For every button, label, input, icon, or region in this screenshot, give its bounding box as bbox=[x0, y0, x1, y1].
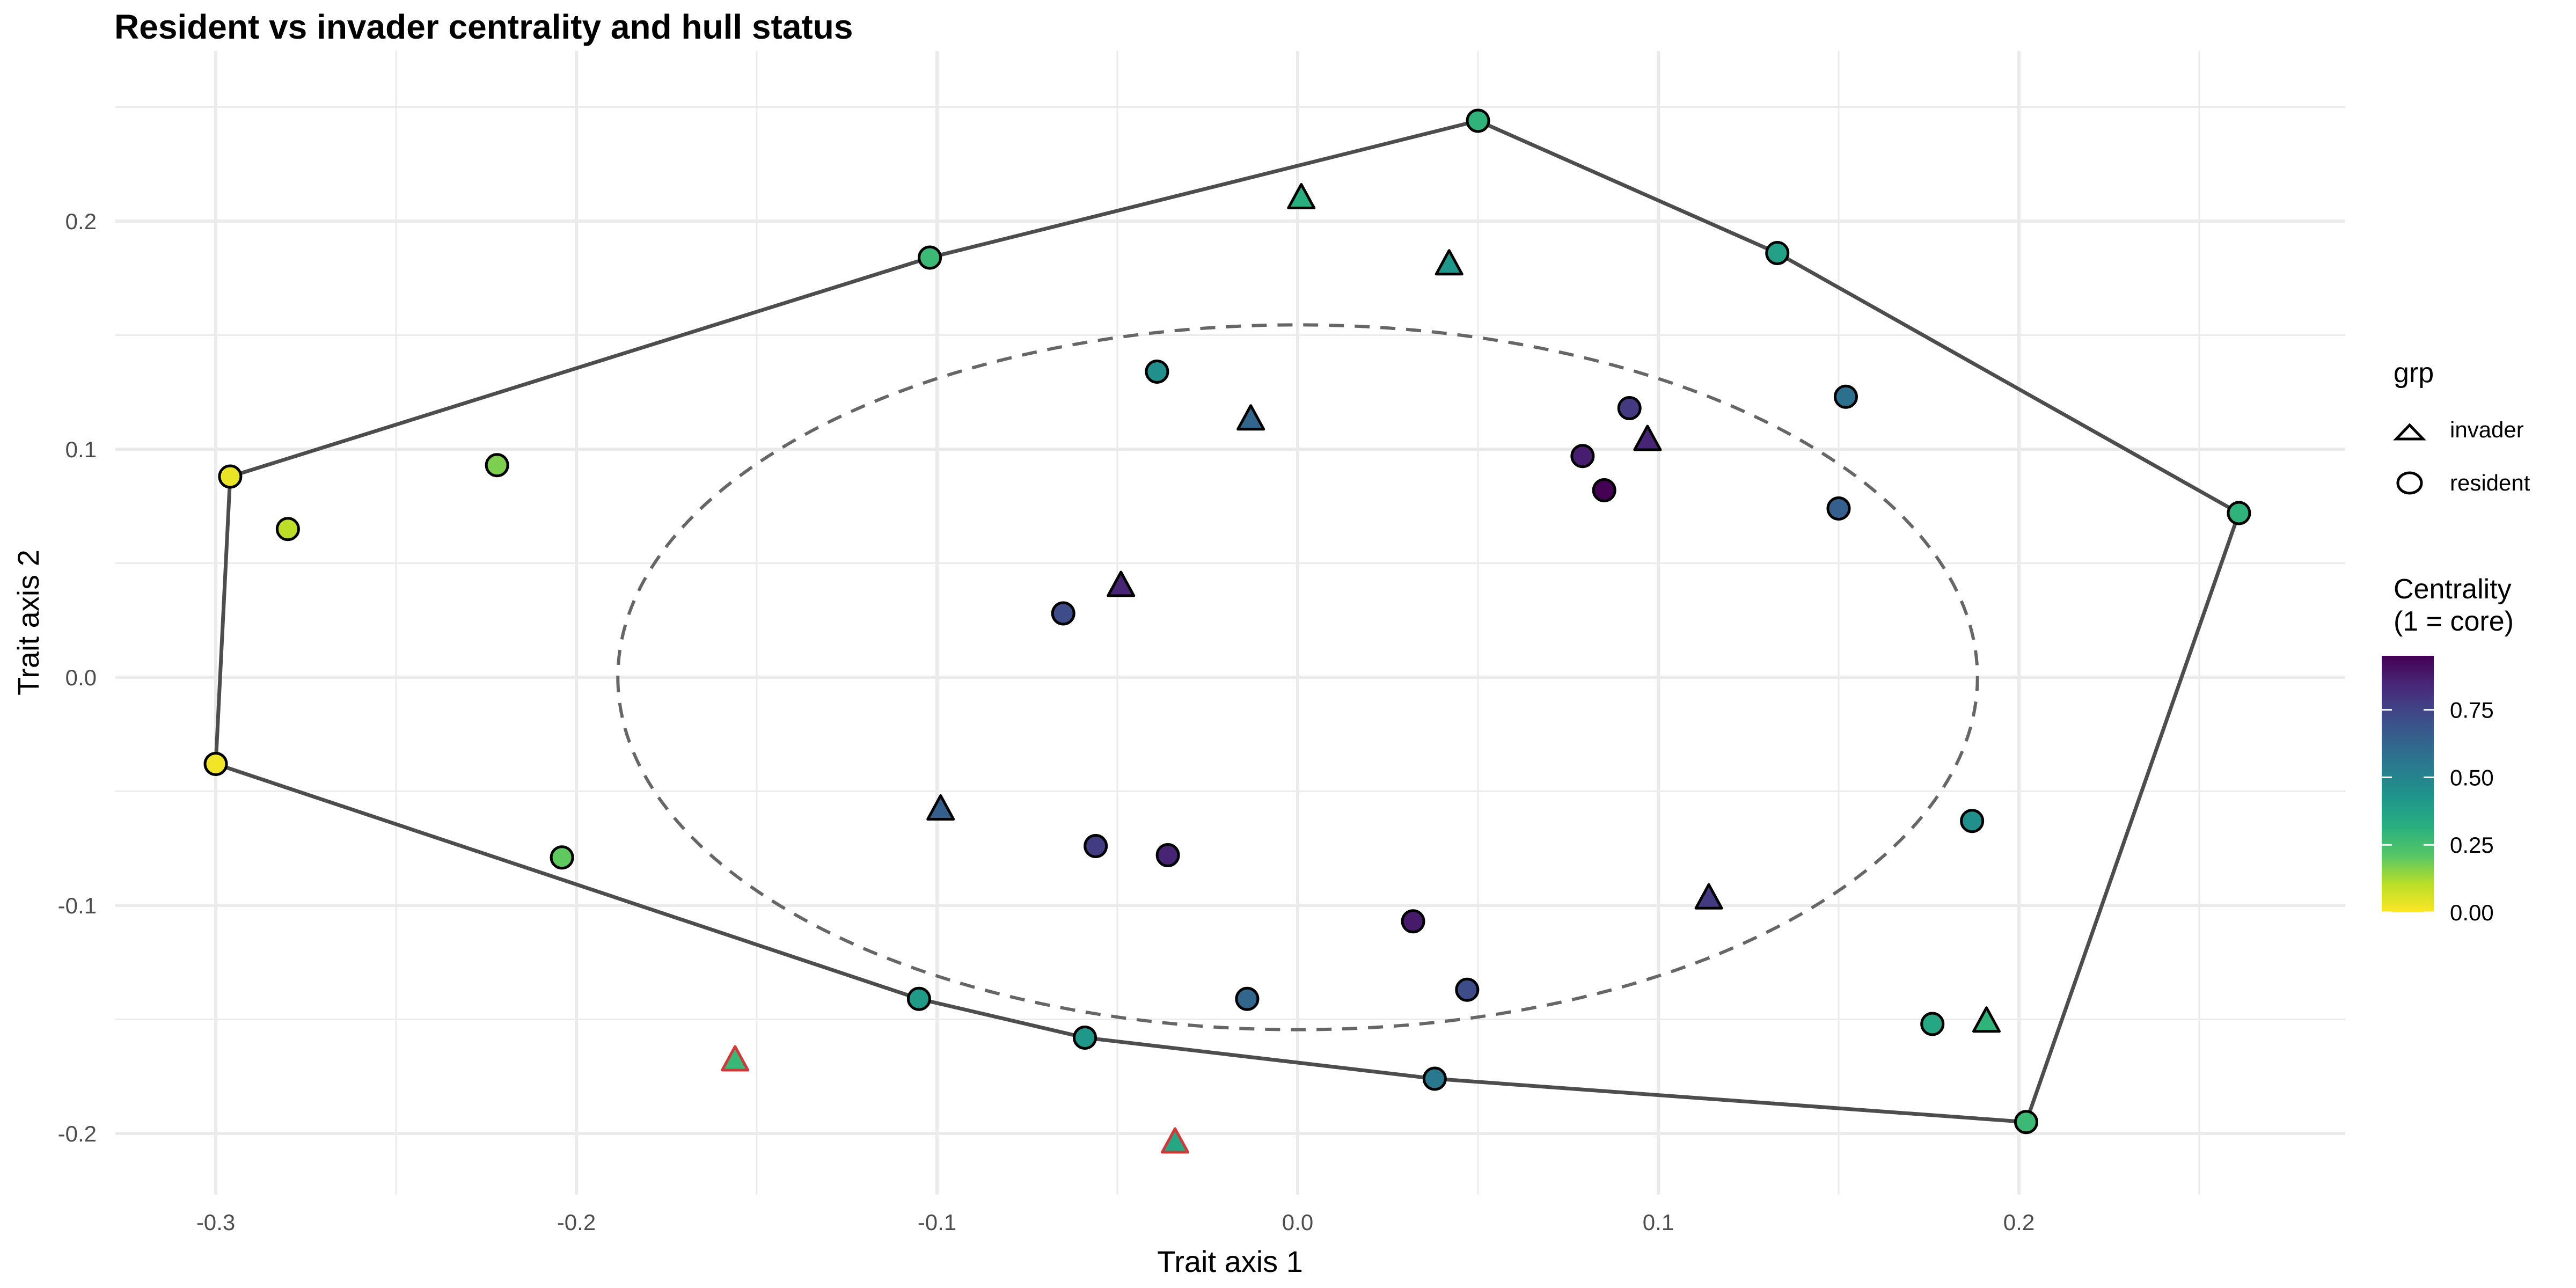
resident-point bbox=[1592, 478, 1616, 502]
resident-point bbox=[1051, 601, 1075, 626]
legend-color-title-1: Centrality bbox=[2394, 574, 2512, 605]
y-tick-label: 0.0 bbox=[65, 665, 97, 690]
resident-point bbox=[203, 752, 228, 776]
colorbar bbox=[2382, 656, 2434, 912]
resident-point bbox=[1455, 977, 1480, 1002]
points bbox=[203, 108, 2251, 1154]
x-tick-label: 0.0 bbox=[1282, 1210, 1313, 1235]
legend-entry-invader: invader bbox=[2450, 417, 2524, 442]
resident-point bbox=[1073, 1026, 1097, 1050]
resident-point bbox=[1960, 809, 1985, 833]
invader-point bbox=[926, 794, 955, 821]
resident-point bbox=[2014, 1110, 2038, 1135]
colorbar-tick-label: 0.50 bbox=[2450, 765, 2494, 790]
resident-point bbox=[275, 517, 300, 541]
legend-circle-icon bbox=[2396, 471, 2423, 495]
resident-point bbox=[918, 245, 942, 270]
resident-point bbox=[1422, 1066, 1447, 1091]
colorbar-ticks: 0.75 0.50 0.25 0.00 bbox=[2382, 698, 2494, 925]
x-axis-label: Trait axis 1 bbox=[1157, 1245, 1303, 1278]
x-tick-label: -0.2 bbox=[557, 1210, 596, 1235]
resident-point bbox=[485, 453, 509, 478]
chart-title: Resident vs invader centrality and hull … bbox=[114, 8, 853, 46]
resident-point bbox=[1920, 1012, 1945, 1036]
invader-point bbox=[1633, 425, 1662, 451]
resident-point bbox=[1235, 986, 1260, 1011]
x-tick-label: -0.1 bbox=[918, 1210, 956, 1235]
invader-point bbox=[1435, 249, 1463, 276]
resident-point bbox=[1570, 444, 1595, 469]
colorbar-tick-label: 0.00 bbox=[2450, 900, 2494, 925]
y-tick-label: 0.2 bbox=[65, 209, 97, 234]
legend-shape-title: grp bbox=[2394, 357, 2434, 389]
invader-point bbox=[1107, 570, 1136, 597]
grid bbox=[115, 51, 2345, 1195]
invader-point bbox=[1236, 404, 1265, 431]
resident-point bbox=[1401, 909, 1425, 934]
y-tick-label: -0.1 bbox=[58, 893, 97, 918]
resident-point bbox=[1833, 384, 1858, 409]
legend: grp invader resident Centrality (1 = cor… bbox=[2382, 357, 2530, 925]
x-tick-label: 0.2 bbox=[2003, 1210, 2035, 1235]
ellipse bbox=[616, 323, 1979, 1031]
x-tick-label: -0.3 bbox=[196, 1210, 235, 1235]
y-ticks: -0.2 -0.1 0.0 0.1 0.2 bbox=[58, 209, 97, 1146]
legend-color-title-2: (1 = core) bbox=[2394, 606, 2514, 637]
y-axis-label: Trait axis 2 bbox=[11, 550, 45, 696]
y-tick-label: -0.2 bbox=[58, 1121, 97, 1146]
resident-point bbox=[218, 464, 243, 489]
resident-point bbox=[1466, 108, 1490, 133]
x-ticks: -0.3 -0.2 -0.1 0.0 0.1 0.2 bbox=[196, 1210, 2035, 1235]
resident-point bbox=[1765, 241, 1790, 265]
resident-point bbox=[906, 986, 931, 1011]
resident-point bbox=[2227, 501, 2251, 525]
invader-point bbox=[1161, 1127, 1190, 1154]
resident-point bbox=[1826, 496, 1851, 521]
resident-point bbox=[1155, 843, 1180, 867]
resident-point bbox=[1617, 396, 1642, 420]
resident-point bbox=[1084, 834, 1108, 858]
invader-point bbox=[1694, 883, 1723, 910]
resident-point bbox=[550, 845, 574, 870]
invader-point bbox=[721, 1045, 750, 1072]
invader-point bbox=[1287, 183, 1316, 209]
legend-triangle-icon bbox=[2393, 423, 2426, 441]
x-tick-label: 0.1 bbox=[1643, 1210, 1674, 1235]
legend-entry-resident: resident bbox=[2450, 470, 2530, 495]
y-tick-label: 0.1 bbox=[65, 437, 97, 462]
colorbar-tick-label: 0.75 bbox=[2450, 698, 2494, 723]
convex-hull bbox=[214, 119, 2242, 1124]
invader-point bbox=[1972, 1006, 2001, 1033]
resident-point bbox=[1145, 360, 1169, 384]
colorbar-tick-label: 0.25 bbox=[2450, 832, 2494, 858]
